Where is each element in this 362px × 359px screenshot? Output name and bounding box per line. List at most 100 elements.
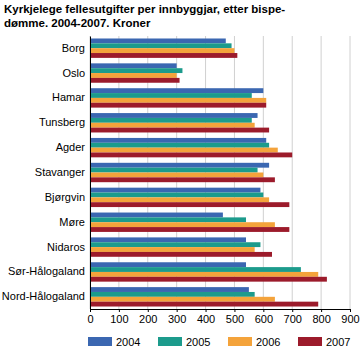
- bar: [90, 177, 275, 182]
- axis-line: [91, 309, 351, 310]
- tick-label: 0: [87, 313, 93, 325]
- legend: 2004200520062007: [88, 336, 350, 348]
- legend-item: 2004: [88, 336, 140, 348]
- tick-mark: [234, 309, 235, 312]
- bar: [90, 118, 252, 123]
- bar: [90, 78, 180, 83]
- bar: [90, 168, 258, 173]
- bar: [90, 103, 266, 108]
- legend-label: 2004: [116, 336, 140, 348]
- plot: 0 100 200 300 400 500 600 700 800 900 Borg Oslo Hama…: [2, 36, 360, 325]
- category-label: Stavanger: [35, 166, 85, 178]
- legend-label: 2005: [186, 336, 210, 348]
- bar: [90, 193, 263, 198]
- tick: 200: [139, 309, 157, 325]
- bar: [90, 48, 234, 53]
- tick: Nord-Hålogaland: [2, 290, 90, 302]
- legend-item: 2006: [228, 336, 280, 348]
- bar: [90, 267, 301, 272]
- bar: [90, 63, 177, 68]
- bar: [90, 93, 252, 98]
- bar: [90, 277, 327, 282]
- bar: [90, 148, 278, 153]
- tick-label: 300: [168, 313, 186, 325]
- bar: [90, 138, 266, 143]
- tick: Oslo: [62, 67, 90, 79]
- bar: [90, 287, 249, 292]
- category-label: Borg: [62, 42, 85, 54]
- tick: 300: [168, 309, 186, 325]
- tick-label: 400: [197, 313, 215, 325]
- bar: [90, 188, 260, 193]
- bar: [90, 53, 237, 58]
- tick-mark: [119, 309, 120, 312]
- tick-mark: [148, 309, 149, 312]
- series: [90, 43, 301, 296]
- bar: [90, 272, 318, 277]
- tick: 500: [226, 309, 244, 325]
- tick: 600: [255, 309, 273, 325]
- legend-swatch: [228, 337, 252, 346]
- tick: Sør-Hålogaland: [8, 265, 90, 277]
- category-label: Oslo: [62, 67, 85, 79]
- bar: [90, 38, 226, 43]
- bar: [90, 247, 255, 252]
- axis-line: [90, 37, 91, 310]
- category-label: Nidaros: [47, 241, 85, 253]
- bar: [90, 297, 275, 302]
- bar: [90, 73, 177, 78]
- bar: [90, 213, 223, 218]
- category-label: Møre: [59, 216, 85, 228]
- series: [90, 53, 327, 306]
- bar: [90, 98, 266, 103]
- grid: [90, 36, 350, 309]
- bar: [90, 173, 263, 178]
- bar: [90, 237, 246, 242]
- tick: 800: [312, 309, 330, 325]
- tick: Hamar: [52, 91, 90, 103]
- title: Kyrkjelege fellesutgifter per innbyggjar…: [4, 3, 285, 29]
- tick: Agder: [56, 141, 90, 153]
- grid-line: [90, 36, 91, 309]
- legend-swatch: [88, 337, 112, 346]
- tick-mark: [206, 309, 207, 312]
- tick: Stavanger: [35, 166, 90, 178]
- bar: [90, 292, 255, 297]
- tick-label: 700: [284, 313, 302, 325]
- bar: [90, 113, 258, 118]
- tick-mark: [292, 309, 293, 312]
- grid-line: [321, 36, 322, 309]
- bar: [90, 88, 263, 93]
- tick-mark: [263, 309, 264, 312]
- tick: Tunsberg: [39, 116, 90, 128]
- category-label: Hamar: [52, 91, 85, 103]
- bar: [90, 217, 246, 222]
- tick-label: 500: [226, 313, 244, 325]
- category-label: Nord-Hålogaland: [2, 290, 85, 302]
- bar: [90, 163, 269, 168]
- tick-label: 800: [312, 313, 330, 325]
- bar: [90, 123, 255, 128]
- tick: 900: [341, 309, 359, 325]
- tick: Nidaros: [47, 241, 90, 253]
- tick-label: 600: [255, 313, 273, 325]
- tick-mark: [350, 309, 351, 312]
- tick-label: 200: [139, 313, 157, 325]
- bar: [90, 262, 246, 267]
- tick: 400: [197, 309, 215, 325]
- tick: 0: [87, 309, 93, 325]
- bar: [90, 143, 269, 148]
- tick: 100: [110, 309, 128, 325]
- legend-item: 2005: [158, 336, 210, 348]
- series: [90, 48, 318, 301]
- bar: [90, 227, 289, 232]
- bar: [90, 68, 182, 73]
- bar: [90, 197, 269, 202]
- chart: Kyrkjelege fellesutgifter per innbyggjar…: [0, 0, 362, 359]
- bars: [90, 38, 327, 306]
- x-axis: 0 100 200 300 400 500 600 700 800 900: [87, 309, 359, 325]
- legend-swatch: [158, 337, 182, 346]
- tick-label: 900: [341, 313, 359, 325]
- category-label: Sør-Hålogaland: [8, 265, 85, 277]
- legend-swatch: [298, 337, 322, 346]
